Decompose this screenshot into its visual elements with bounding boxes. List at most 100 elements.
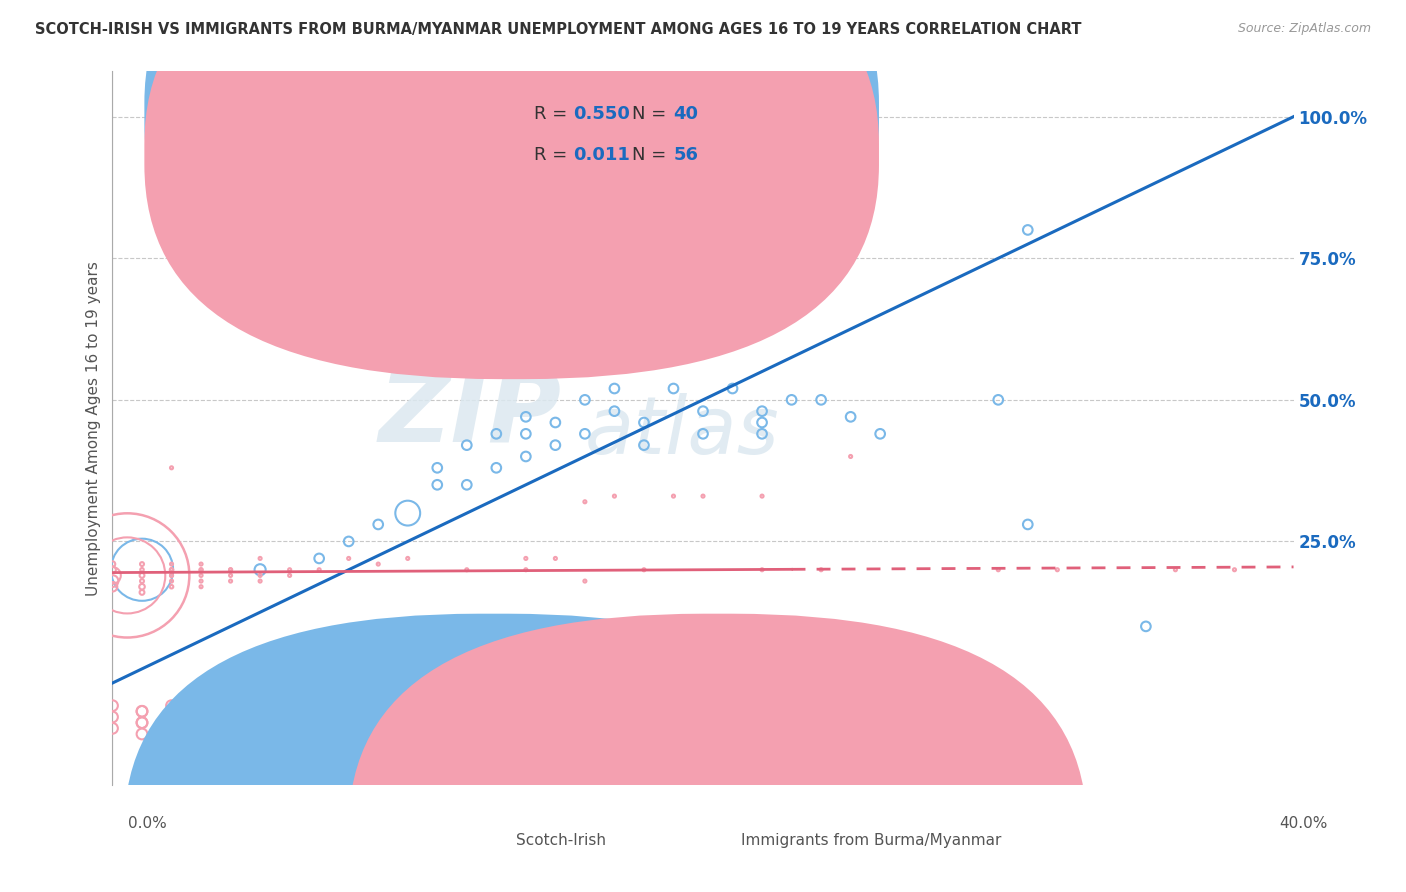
Point — [485, 460, 508, 475]
FancyBboxPatch shape — [145, 0, 879, 338]
Point — [515, 450, 537, 464]
Text: Source: ZipAtlas.com: Source: ZipAtlas.com — [1237, 22, 1371, 36]
Point — [751, 404, 773, 418]
Y-axis label: Unemployment Among Ages 16 to 19 years: Unemployment Among Ages 16 to 19 years — [86, 260, 101, 596]
Point — [160, 722, 183, 736]
Point — [544, 551, 567, 566]
Point — [160, 568, 183, 582]
Point — [574, 727, 596, 741]
Point — [396, 727, 419, 741]
Point — [751, 722, 773, 736]
Point — [574, 392, 596, 407]
Point — [219, 568, 242, 582]
Point — [603, 489, 626, 503]
Point — [515, 426, 537, 441]
Point — [987, 563, 1010, 577]
Point — [101, 580, 124, 594]
Point — [692, 404, 714, 418]
Point — [160, 732, 183, 747]
Point — [928, 732, 950, 747]
FancyBboxPatch shape — [145, 0, 879, 379]
Point — [1135, 619, 1157, 633]
Point — [396, 506, 419, 520]
Point — [160, 460, 183, 475]
Point — [692, 732, 714, 747]
FancyBboxPatch shape — [124, 614, 862, 892]
Text: 0.0%: 0.0% — [128, 816, 167, 831]
Point — [160, 563, 183, 577]
Text: Immigrants from Burma/Myanmar: Immigrants from Burma/Myanmar — [741, 833, 1001, 848]
Point — [485, 426, 508, 441]
Point — [131, 563, 153, 577]
Point — [190, 568, 212, 582]
Point — [869, 426, 891, 441]
Text: 0.011: 0.011 — [574, 146, 630, 164]
Point — [190, 580, 212, 594]
Point — [662, 710, 685, 724]
Point — [485, 727, 508, 741]
Point — [278, 563, 301, 577]
Point — [308, 722, 330, 736]
Point — [367, 722, 389, 736]
Point — [337, 534, 360, 549]
Point — [160, 563, 183, 577]
Point — [603, 722, 626, 736]
Point — [544, 416, 567, 430]
Point — [190, 557, 212, 571]
Point — [131, 715, 153, 730]
Text: ZIP: ZIP — [378, 366, 561, 462]
Point — [751, 426, 773, 441]
Point — [131, 574, 153, 588]
Point — [278, 704, 301, 718]
Point — [662, 382, 685, 396]
Text: R =: R = — [534, 105, 574, 123]
Point — [1223, 563, 1246, 577]
FancyBboxPatch shape — [349, 614, 1087, 892]
Point — [160, 722, 183, 736]
Point — [751, 416, 773, 430]
Point — [131, 557, 153, 571]
Point — [515, 715, 537, 730]
Point — [633, 744, 655, 758]
Point — [160, 557, 183, 571]
Point — [337, 551, 360, 566]
Point — [603, 404, 626, 418]
Point — [117, 568, 138, 582]
Point — [456, 223, 478, 237]
Point — [515, 722, 537, 736]
Point — [131, 704, 153, 718]
Text: N =: N = — [633, 146, 672, 164]
Point — [249, 715, 271, 730]
Point — [574, 426, 596, 441]
Point — [219, 732, 242, 747]
Point — [101, 698, 124, 713]
Point — [219, 563, 242, 577]
Point — [810, 392, 832, 407]
Point — [633, 416, 655, 430]
Point — [780, 392, 803, 407]
Point — [633, 438, 655, 452]
Point — [219, 574, 242, 588]
Text: SCOTCH-IRISH VS IMMIGRANTS FROM BURMA/MYANMAR UNEMPLOYMENT AMONG AGES 16 TO 19 Y: SCOTCH-IRISH VS IMMIGRANTS FROM BURMA/MY… — [35, 22, 1081, 37]
Text: 0.550: 0.550 — [574, 105, 630, 123]
Point — [426, 460, 449, 475]
Point — [456, 563, 478, 577]
Point — [396, 551, 419, 566]
Point — [574, 495, 596, 509]
Point — [101, 574, 124, 588]
Point — [574, 308, 596, 322]
Point — [131, 704, 153, 718]
Text: 40: 40 — [673, 105, 699, 123]
Point — [751, 563, 773, 577]
Point — [131, 568, 153, 582]
Point — [1017, 517, 1039, 532]
Point — [396, 178, 419, 192]
Point — [987, 722, 1010, 736]
Point — [190, 563, 212, 577]
Point — [662, 489, 685, 503]
Point — [190, 704, 212, 718]
Point — [219, 563, 242, 577]
Point — [249, 563, 271, 577]
Point — [160, 580, 183, 594]
Point — [131, 727, 153, 741]
